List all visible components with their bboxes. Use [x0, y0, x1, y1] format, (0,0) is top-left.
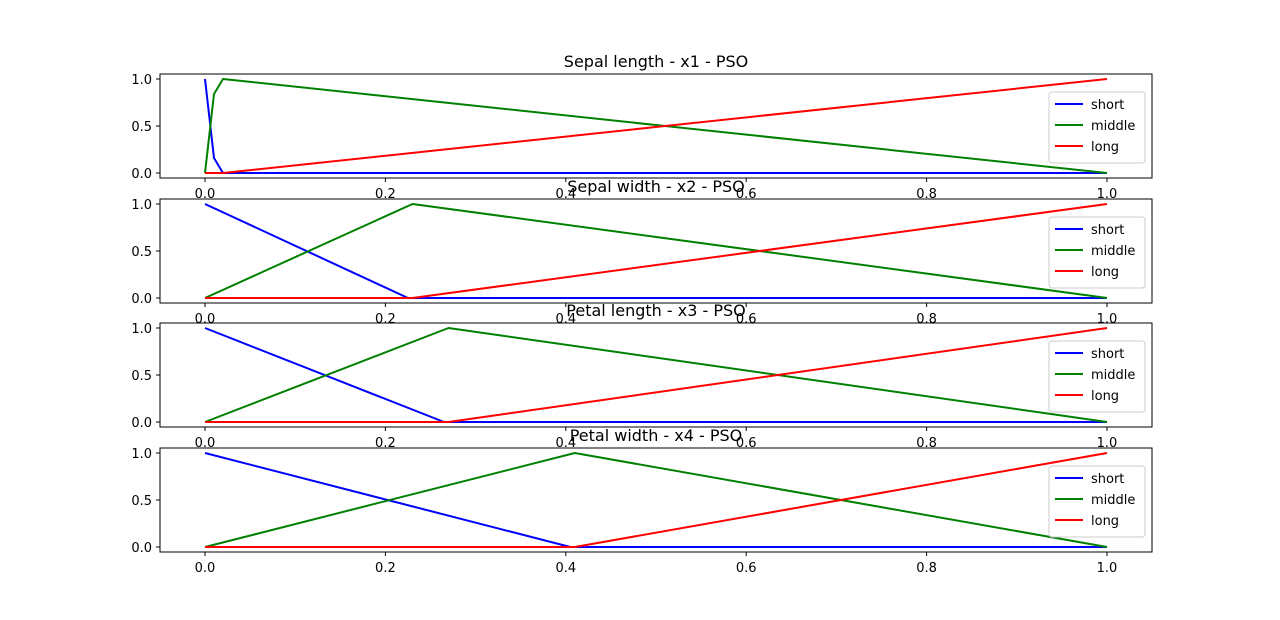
- series-line-middle: [204, 203, 1108, 299]
- axes-frame: [159, 447, 1153, 553]
- subplot-1: Sepal length - x1 - PSO 0.0 0.2 0.4 0.6 0.8 1.…: [131, 52, 1153, 202]
- x-tick-label: 1.0: [1097, 312, 1118, 327]
- y-tick-label: 0.5: [131, 369, 152, 384]
- x-tick-label: 0.0: [195, 436, 216, 451]
- x-tick-label: 0.0: [195, 561, 216, 576]
- legend: short middle long: [1048, 340, 1146, 413]
- subplot-title: Petal width - x4 - PSO: [570, 426, 743, 445]
- legend-label-long: long: [1091, 140, 1119, 155]
- x-tick-label: 0.6: [736, 436, 757, 451]
- subplot-4: Petal width - x4 - PSO 0.0 0.2 0.4 0.6 0.8 1.0…: [131, 426, 1153, 576]
- axes-frame: [159, 322, 1153, 428]
- subplot-title: Sepal width - x2 - PSO: [567, 177, 745, 196]
- x-tick-label: 0.0: [195, 312, 216, 327]
- legend-label-long: long: [1091, 514, 1119, 529]
- legend-label-long: long: [1091, 389, 1119, 404]
- series-line-middle: [204, 452, 1108, 548]
- y-tick-label: 0.0: [131, 416, 152, 431]
- legend-label-middle: middle: [1091, 493, 1135, 508]
- y-tick-label: 0.0: [131, 541, 152, 556]
- subplot-3: Petal length - x3 - PSO 0.0 0.2 0.4 0.6 0.8 1.…: [131, 301, 1153, 451]
- series-line-short: [204, 327, 1107, 423]
- x-tick-label: 0.8: [916, 312, 937, 327]
- x-tick-label: 0.4: [555, 187, 576, 202]
- legend: short middle long: [1048, 91, 1146, 164]
- y-tick-label: 0.5: [131, 245, 152, 260]
- legend-label-middle: middle: [1091, 244, 1135, 259]
- series-line-long: [205, 327, 1108, 423]
- x-tick-label: 0.2: [375, 187, 396, 202]
- y-tick-label: 0.0: [131, 292, 152, 307]
- x-tick-label: 1.0: [1097, 561, 1118, 576]
- y-tick-label: 0.5: [131, 494, 152, 509]
- y-tick-label: 1.0: [131, 447, 152, 462]
- series-line-short: [204, 78, 1107, 174]
- x-tick-label: 1.0: [1097, 436, 1118, 451]
- x-tick-label: 0.8: [916, 561, 937, 576]
- x-tick-label: 0.4: [555, 561, 576, 576]
- y-tick-label: 1.0: [131, 73, 152, 88]
- x-tick-label: 0.6: [736, 187, 757, 202]
- legend-label-short: short: [1091, 347, 1124, 362]
- series-line-long: [205, 203, 1108, 299]
- x-tick-label: 0.2: [375, 436, 396, 451]
- series-line-long: [205, 452, 1108, 548]
- legend-label-short: short: [1091, 223, 1124, 238]
- y-tick-label: 0.5: [131, 120, 152, 135]
- y-tick-label: 1.0: [131, 322, 152, 337]
- legend-label-short: short: [1091, 472, 1124, 487]
- series-line-middle: [204, 327, 1108, 423]
- x-tick-label: 0.8: [916, 436, 937, 451]
- y-tick-label: 1.0: [131, 198, 152, 213]
- subplot-title: Sepal length - x1 - PSO: [564, 52, 748, 71]
- series-line-short: [204, 203, 1107, 299]
- legend: short middle long: [1048, 216, 1146, 289]
- x-tick-label: 0.2: [375, 312, 396, 327]
- x-tick-label: 0.2: [375, 561, 396, 576]
- y-tick-label: 0.0: [131, 167, 152, 182]
- legend-label-middle: middle: [1091, 119, 1135, 134]
- legend-label-long: long: [1091, 265, 1119, 280]
- legend: short middle long: [1048, 465, 1146, 538]
- x-tick-label: 0.4: [555, 436, 576, 451]
- series-line-long: [205, 78, 1108, 174]
- x-tick-label: 1.0: [1097, 187, 1118, 202]
- x-tick-label: 0.8: [916, 187, 937, 202]
- legend-label-short: short: [1091, 98, 1124, 113]
- x-tick-label: 0.0: [195, 187, 216, 202]
- subplot-title: Petal length - x3 - PSO: [566, 301, 745, 320]
- legend-label-middle: middle: [1091, 368, 1135, 383]
- x-tick-label: 0.6: [736, 561, 757, 576]
